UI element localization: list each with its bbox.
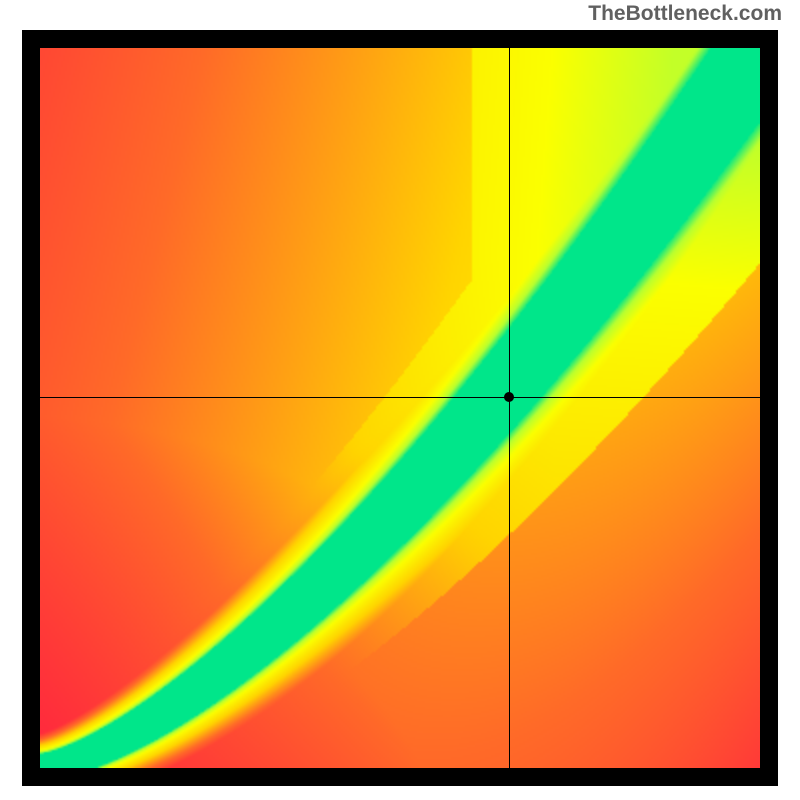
plot-area (40, 48, 760, 768)
crosshair-vertical (509, 48, 510, 768)
crosshair-horizontal (40, 397, 760, 398)
crosshair-marker (504, 392, 514, 402)
plot-frame (22, 30, 778, 786)
chart-container: TheBottleneck.com (0, 0, 800, 800)
heatmap-canvas (40, 48, 760, 768)
watermark-text: TheBottleneck.com (588, 2, 782, 26)
